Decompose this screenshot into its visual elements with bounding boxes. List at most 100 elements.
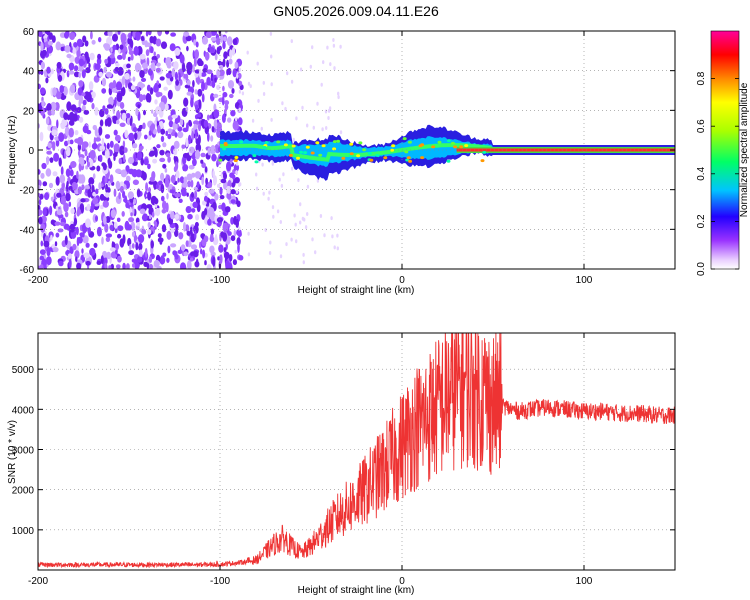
noise-speckle [58,260,64,267]
noise-speckle [79,174,86,184]
noise-speckle [194,89,198,95]
noise-speckle [99,193,105,201]
noise-speckle [316,101,319,106]
noise-speckle [147,191,152,201]
noise-speckle [99,145,106,152]
snr-ytick-label: 4000 [12,405,35,416]
noise-speckle [118,192,121,200]
noise-speckle [143,261,149,267]
spectrogram-ticks: -200 -100 0 100 60 40 20 0 -20 -40 -60 [20,27,675,286]
noise-speckle [173,61,179,70]
signal-speckle [296,156,300,160]
spectrogram-xtick-label: 100 [576,275,593,286]
noise-speckle [194,230,197,240]
noise-speckle [96,165,101,172]
noise-speckle [194,221,199,228]
noise-speckle [164,31,170,35]
noise-speckle [154,221,158,228]
noise-speckle [113,143,120,153]
noise-speckle [227,117,232,123]
noise-speckle [201,176,205,186]
noise-speckle [144,191,147,200]
noise-speckle [156,265,162,269]
noise-speckle [167,128,173,134]
noise-speckle [230,199,236,204]
noise-speckle [319,214,323,218]
noise-speckle [194,190,198,200]
noise-speckle [50,196,54,202]
snr-ytick-label: 5000 [12,365,35,376]
noise-speckle [304,225,308,230]
noise-speckle [161,224,167,233]
noise-speckle [56,119,59,129]
noise-speckle [79,232,85,237]
noise-speckle [179,176,185,184]
spectrogram-ytick-label: 60 [23,27,35,38]
noise-speckle [185,106,189,112]
noise-speckle [87,188,92,198]
noise-speckle [135,169,142,178]
noise-speckle [295,239,298,244]
noise-speckle [247,231,250,236]
signal-speckle [482,150,487,154]
noise-speckle [285,242,288,247]
noise-speckle [63,202,69,213]
noise-speckle [104,149,110,159]
noise-speckle [210,72,214,83]
noise-speckle [64,126,70,137]
noise-speckle [206,264,212,269]
noise-speckle [237,243,240,253]
noise-speckle [117,225,124,232]
noise-speckle [195,214,200,221]
noise-speckle [76,236,80,247]
noise-speckle [63,112,69,120]
noise-speckle [185,35,192,42]
noise-speckle [143,158,149,166]
noise-speckle [88,177,95,186]
noise-speckle [210,135,214,142]
noise-speckle [162,142,167,148]
noise-speckle [201,81,205,92]
noise-speckle [119,145,125,156]
noise-speckle [220,231,225,238]
noise-speckle [106,71,112,78]
noise-speckle [60,122,66,129]
noise-speckle [98,126,103,136]
noise-speckle [204,166,208,173]
noise-speckle [232,68,237,78]
noise-speckle [89,247,96,256]
noise-speckle [98,182,102,190]
noise-speckle [104,176,108,184]
noise-speckle [42,181,48,187]
noise-speckle [147,229,152,235]
noise-speckle [85,260,91,266]
noise-speckle [80,204,84,214]
noise-speckle [159,256,166,265]
noise-speckle [144,134,148,140]
noise-speckle [121,76,126,86]
noise-speckle [186,66,192,76]
noise-speckle [40,172,45,179]
noise-speckle [89,149,96,160]
noise-speckle [201,239,207,247]
noise-speckle [76,136,84,146]
snr-xtick-label: 0 [399,576,405,587]
noise-speckle [205,177,209,185]
noise-speckle [107,31,113,37]
noise-speckle [169,43,176,52]
noise-speckle [224,31,228,34]
noise-speckle [237,117,243,126]
noise-speckle [222,85,225,92]
noise-speckle [192,158,197,167]
noise-speckle [42,49,47,57]
noise-speckle [81,184,85,190]
noise-speckle [207,218,212,226]
noise-speckle [86,203,91,211]
signal-speckle [390,148,395,152]
noise-speckle [120,169,128,178]
noise-speckle [76,170,79,179]
noise-speckle [157,125,161,134]
noise-speckle [136,151,143,161]
noise-speckle [184,224,190,232]
noise-speckle [145,31,149,37]
